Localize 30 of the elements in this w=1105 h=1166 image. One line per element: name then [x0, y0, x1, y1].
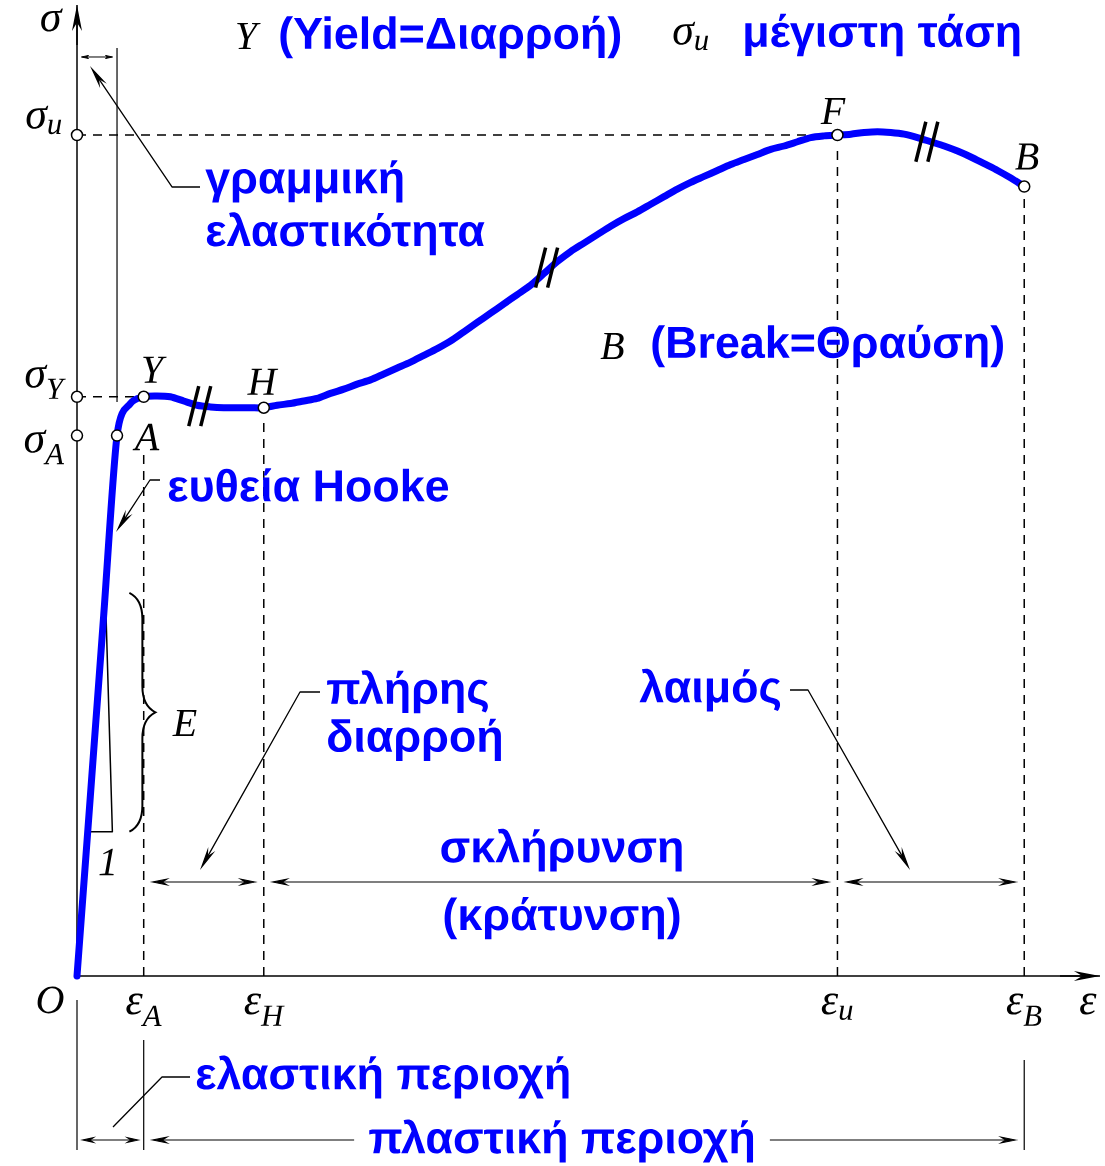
y-axis-title: σ	[41, 8, 63, 32]
annotation: B	[600, 332, 624, 360]
ref-line-label: σ$_{u}$	[26, 105, 62, 135]
text: μέγιστη τάση	[745, 13, 1020, 57]
annotation: σκλήρυνση (κράτυνση)	[441, 828, 682, 940]
annotation: F	[820, 97, 846, 125]
text: Y	[237, 22, 261, 50]
annotation: B	[1015, 143, 1039, 170]
annotation: Y	[143, 356, 167, 383]
text: σ$_{A}$	[24, 429, 65, 465]
ref-line-label: σ$_{Y}$	[25, 364, 66, 399]
annotation: γραμμική ελαστικότητα	[205, 160, 485, 256]
annotation: 1	[99, 848, 114, 876]
annotation: H	[247, 368, 279, 395]
text: ελαστική περιοχή	[196, 1055, 569, 1099]
x-tick-label: ε$_{H}$	[244, 993, 285, 1026]
x-tick-label: ε$_{u}$	[821, 993, 853, 1021]
annotation: A	[132, 423, 160, 451]
x-axis-title: ε	[1080, 993, 1097, 1015]
text: O	[37, 986, 64, 1014]
text: (Yield=Διαρροή)	[280, 15, 621, 59]
text: πλαστική περιοχή	[369, 1119, 754, 1163]
text: σ$_{u}$	[673, 21, 709, 51]
x-tick-label: ε$_{B}$	[1006, 993, 1042, 1026]
x-tick-label: ε$_{A}$	[126, 993, 162, 1026]
annotation: E	[172, 709, 197, 737]
annotation: λαιμός	[639, 668, 781, 712]
annotation: πλήρης διαρροή	[327, 670, 501, 761]
annotation: (Break=Θραύση)	[652, 324, 1003, 368]
annotation: ευθεία Hooke	[168, 468, 449, 502]
